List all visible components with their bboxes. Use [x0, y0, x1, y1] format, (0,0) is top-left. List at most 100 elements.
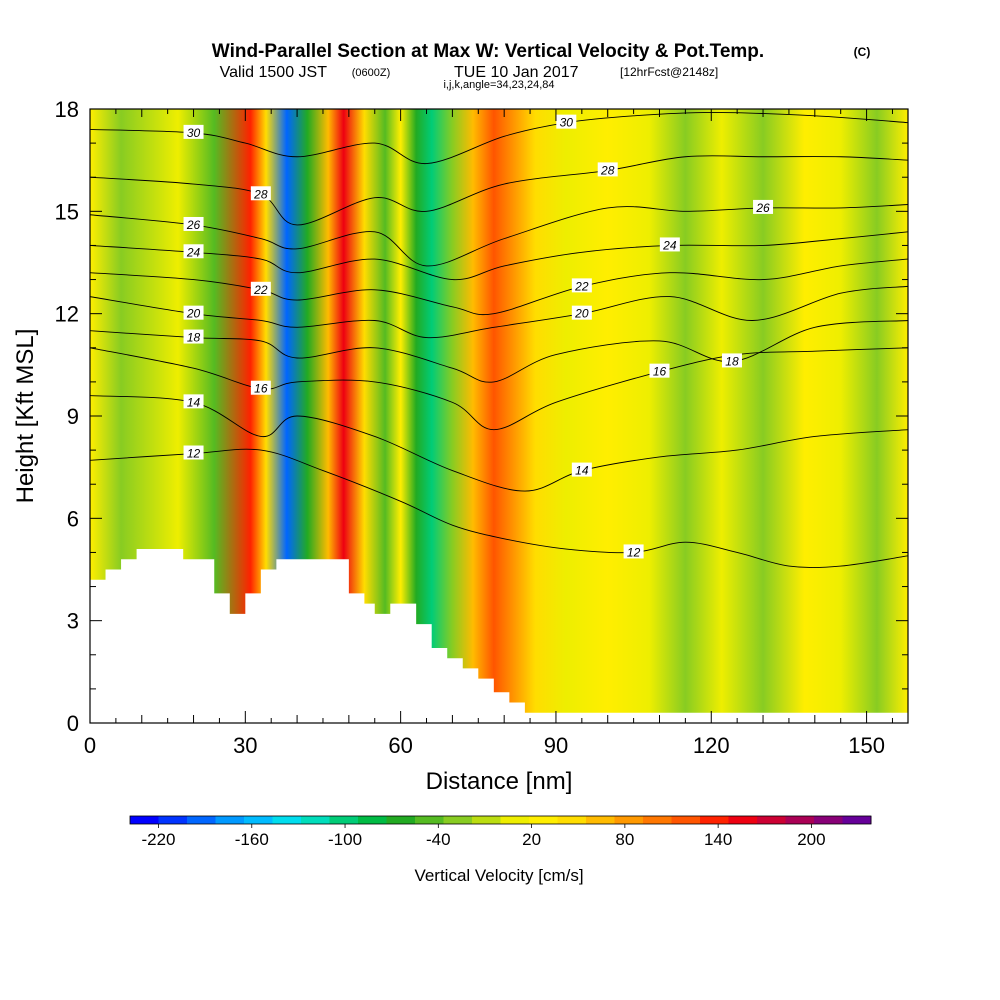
colorbar-label: Vertical Velocity [cm/s]: [414, 866, 583, 885]
colorbar-swatch: [272, 816, 302, 824]
colorbar-swatch: [586, 816, 615, 824]
colorbar-swatch: [614, 816, 644, 824]
colorbar-swatch: [472, 816, 501, 824]
valid-time: Valid 1500 JST: [220, 64, 328, 81]
colorbar-swatch: [130, 816, 159, 824]
theta-contour-24: 24 24: [90, 231, 908, 281]
x-tick-label: 0: [84, 733, 96, 758]
x-tick-label: 120: [693, 733, 730, 758]
svg-text:24: 24: [662, 238, 677, 252]
colorbar-swatch: [785, 816, 815, 824]
chart-title: Wind-Parallel Section at Max W: Vertical…: [212, 41, 764, 62]
y-tick-label: 12: [55, 302, 79, 327]
colorbar-frame: [129, 815, 872, 825]
contour-label: 18: [183, 329, 204, 345]
x-tick-label: 30: [233, 733, 257, 758]
colorbar-tick-label: -100: [328, 830, 362, 849]
colorbar-swatch: [500, 816, 530, 824]
contour-label: 20: [183, 305, 204, 321]
svg-text:24: 24: [186, 245, 201, 259]
svg-text:22: 22: [253, 283, 268, 297]
section-indices: i,j,k,angle=34,23,24,84: [443, 79, 554, 91]
theta-contour-22: 22 22: [90, 258, 908, 316]
contour-label: 22: [571, 278, 592, 293]
colorbar-tick-label: -220: [141, 830, 175, 849]
colorbar-swatch: [529, 816, 558, 824]
x-axis: 0 30 60 90 120 150: [84, 109, 893, 758]
y-tick-label: 0: [67, 711, 79, 736]
contour-label: 16: [250, 380, 271, 396]
contour-label: 30: [183, 124, 204, 140]
y-tick-label: 3: [67, 609, 79, 634]
svg-text:20: 20: [574, 307, 589, 321]
colorbar-swatch: [358, 816, 387, 824]
colorbar-swatch: [386, 816, 416, 824]
y-axis: 0 3 6 9 12 15 18: [55, 97, 908, 736]
y-tick-label: 9: [67, 404, 79, 429]
colorbar-swatch: [842, 816, 872, 824]
theta-contour-14: 14 14: [90, 394, 908, 492]
colorbar-tick-label: -40: [426, 830, 451, 849]
colorbar-swatch: [557, 816, 587, 824]
colorbar-swatch: [671, 816, 701, 824]
colorbar-tick-label: 80: [615, 830, 634, 849]
colorbar-swatch: [215, 816, 245, 824]
y-axis-label: Height [Kft MSL]: [12, 329, 39, 504]
colorbar-tick-label: 200: [797, 830, 825, 849]
contour-label: 24: [659, 237, 680, 252]
svg-text:30: 30: [560, 116, 574, 130]
valid-date: TUE 10 Jan 2017: [454, 64, 579, 81]
svg-text:28: 28: [253, 187, 268, 201]
terrain: [90, 549, 908, 723]
contour-label: 18: [721, 353, 742, 368]
svg-text:18: 18: [187, 331, 201, 345]
contour-label: 30: [556, 114, 577, 130]
contour-label: 12: [623, 544, 644, 559]
colorbar-swatch: [244, 816, 273, 824]
svg-text:14: 14: [575, 464, 589, 478]
svg-text:12: 12: [187, 447, 201, 461]
colorbar-swatch: [158, 816, 188, 824]
contour-label: 12: [183, 445, 204, 461]
theta-contour-12: 12 12: [90, 445, 908, 569]
y-tick-label: 18: [55, 97, 79, 122]
contour-label: 14: [183, 394, 204, 409]
svg-text:26: 26: [755, 201, 770, 215]
theta-contour-28: 28 28: [90, 155, 908, 226]
theta-contour-26: 26 26: [90, 199, 908, 267]
contour-label: 26: [183, 216, 204, 232]
colorbar-swatch: [415, 816, 444, 824]
x-tick-label: 60: [388, 733, 412, 758]
contour-label: 16: [649, 363, 670, 379]
valid-time-line: Valid 1500 JST (0600Z) TUE 10 Jan 2017 […: [220, 64, 719, 81]
svg-text:14: 14: [187, 395, 201, 409]
forecast-info: [12hrFcst@2148z]: [620, 65, 718, 79]
colorbar-tick-label: 140: [704, 830, 732, 849]
svg-text:16: 16: [653, 365, 667, 379]
theta-contour-20: 20 20: [90, 285, 908, 339]
contour-label: 28: [250, 186, 271, 201]
y-tick-label: 15: [55, 199, 79, 224]
x-tick-label: 90: [544, 733, 568, 758]
colorbar-tick-label: 20: [522, 830, 541, 849]
contour-label: 20: [571, 305, 592, 321]
x-axis-label: Distance [nm]: [426, 768, 573, 795]
colorbar-swatch: [814, 816, 843, 824]
svg-text:16: 16: [254, 382, 268, 396]
svg-text:18: 18: [725, 354, 739, 368]
colorbar-tick-label: -160: [235, 830, 269, 849]
colorbar-swatch: [757, 816, 786, 824]
contour-label: 26: [753, 199, 774, 215]
copyright-mark: (C): [854, 45, 871, 59]
colorbar-swatch: [187, 816, 216, 824]
colorbar: -220 -160 -100 -40 20 80 140 200: [129, 815, 872, 849]
valid-utc: (0600Z): [352, 67, 391, 79]
colorbar-swatch: [728, 816, 758, 824]
contour-label: 24: [183, 244, 204, 259]
svg-text:12: 12: [627, 545, 641, 559]
